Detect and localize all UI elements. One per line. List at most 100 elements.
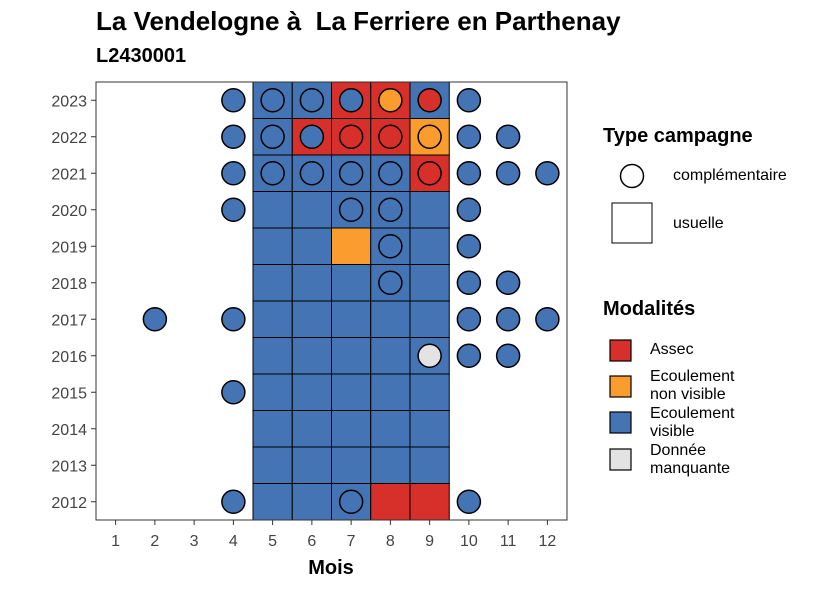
dot-2020-7 — [338, 197, 364, 222]
tile-2019-5 — [252, 227, 293, 265]
dot-2017-10 — [456, 307, 482, 332]
dot-2022-6 — [299, 124, 325, 149]
dot-2015-4 — [221, 380, 246, 405]
tile-2013-7 — [331, 446, 372, 484]
tile-2014-7 — [331, 410, 372, 448]
tile-2016-5 — [252, 337, 293, 375]
dot-2012-10 — [456, 489, 482, 514]
dot-2021-6 — [299, 161, 325, 186]
legend-key-N — [609, 375, 632, 398]
tile-2018-9 — [409, 264, 450, 302]
legend-key-V — [609, 411, 632, 434]
x-tick-label-1: 1 — [111, 533, 120, 550]
dot-2023-9 — [417, 88, 442, 113]
x-tick-label-8: 8 — [386, 533, 395, 550]
y-tick-label-2019: 2019 — [51, 239, 87, 256]
dot-2020-8 — [378, 197, 403, 222]
y-axis: 2012 2013 2014 2015 2016 2017 2018 2019 2020 2021… — [51, 93, 96, 512]
tile-2015-9 — [409, 373, 450, 411]
tile-2013-9 — [409, 446, 450, 484]
legend-circle-key — [619, 163, 645, 189]
dot-2017-2 — [142, 307, 168, 332]
legend-modalite-visible: Ecoulement visible — [650, 405, 735, 440]
legend-key-M — [609, 448, 632, 471]
tile-2017-7 — [331, 300, 372, 338]
dot-2018-11 — [495, 270, 521, 295]
x-tick-label-11: 11 — [500, 533, 517, 550]
y-tick-label-2023: 2023 — [51, 93, 87, 110]
tile-2014-8 — [370, 410, 411, 448]
tile-2016-8 — [370, 337, 411, 375]
y-tick-label-2014: 2014 — [51, 422, 87, 439]
tile-2017-9 — [409, 300, 450, 338]
dot-2022-5 — [260, 124, 285, 149]
tile-2015-6 — [291, 373, 332, 411]
tile-2013-5 — [252, 446, 293, 484]
dot-2019-8 — [378, 234, 403, 259]
tile-2017-5 — [252, 300, 293, 338]
dot-2016-9 — [417, 343, 442, 368]
dot-2017-4 — [221, 307, 246, 332]
dot-2019-10 — [456, 234, 482, 259]
x-tick-label-12: 12 — [538, 533, 556, 550]
tile-2016-6 — [291, 337, 332, 375]
tile-2012-8 — [370, 483, 411, 521]
tile-2020-9 — [409, 191, 450, 229]
dot-2017-12 — [535, 307, 560, 332]
y-tick-label-2017: 2017 — [51, 312, 87, 329]
dot-2012-4 — [221, 489, 246, 514]
legend-type-title: Type campagne — [603, 125, 753, 147]
tile-2019-9 — [409, 227, 450, 265]
tile-2018-6 — [291, 264, 332, 302]
tile-2018-5 — [252, 264, 293, 302]
tile-2020-6 — [291, 191, 332, 229]
dot-2022-8 — [378, 124, 403, 149]
dot-2021-8 — [378, 161, 403, 186]
tile-2018-7 — [331, 264, 372, 302]
dot-2023-7 — [338, 88, 364, 113]
tile-2012-5 — [252, 483, 293, 521]
legend-type-usuelle: usuelle — [673, 215, 724, 232]
tile-2012-9 — [409, 483, 450, 521]
dot-2016-11 — [495, 343, 521, 368]
dot-2021-5 — [260, 161, 285, 186]
y-tick-label-2021: 2021 — [51, 166, 87, 183]
dot-2021-4 — [221, 161, 246, 186]
dot-2020-10 — [456, 197, 482, 222]
dot-2018-10 — [456, 270, 482, 295]
dot-2023-4 — [221, 88, 246, 113]
x-tick-label-10: 10 — [460, 533, 478, 550]
tile-2019-7 — [331, 227, 372, 265]
chart-subtitle: L2430001 — [96, 45, 187, 67]
legend-shapes — [609, 163, 653, 471]
dot-2022-10 — [456, 124, 482, 149]
legend-type-complementaire: complémentaire — [673, 167, 787, 184]
dot-2023-6 — [299, 88, 325, 113]
dot-2021-11 — [495, 161, 521, 186]
legend-square-key — [611, 202, 653, 244]
dot-2021-12 — [535, 161, 560, 186]
y-tick-label-2015: 2015 — [51, 385, 87, 402]
legend-modalite-assec: Assec — [650, 341, 694, 358]
tile-2014-5 — [252, 410, 293, 448]
dot-2022-9 — [417, 124, 442, 149]
legend-key-A — [609, 339, 632, 362]
legend-modalite-non-visible: Ecoulement non visible — [650, 368, 735, 403]
x-tick-label-2: 2 — [150, 533, 159, 550]
dot-2022-11 — [495, 124, 521, 149]
dot-2021-7 — [338, 161, 364, 186]
tile-2015-7 — [331, 373, 372, 411]
x-tick-label-7: 7 — [347, 533, 356, 550]
y-tick-label-2016: 2016 — [51, 349, 87, 366]
x-axis-label: Mois — [308, 557, 354, 579]
dot-2021-9 — [417, 161, 442, 186]
dot-2018-8 — [378, 270, 403, 295]
y-tick-label-2013: 2013 — [51, 458, 87, 475]
x-tick-label-4: 4 — [229, 533, 238, 550]
dot-2021-10 — [456, 161, 482, 186]
dot-2020-4 — [221, 197, 246, 222]
x-axis: 1 2 3 4 5 6 7 8 9 10 11 12 — [111, 520, 556, 550]
tile-2015-8 — [370, 373, 411, 411]
tile-2012-6 — [291, 483, 332, 521]
